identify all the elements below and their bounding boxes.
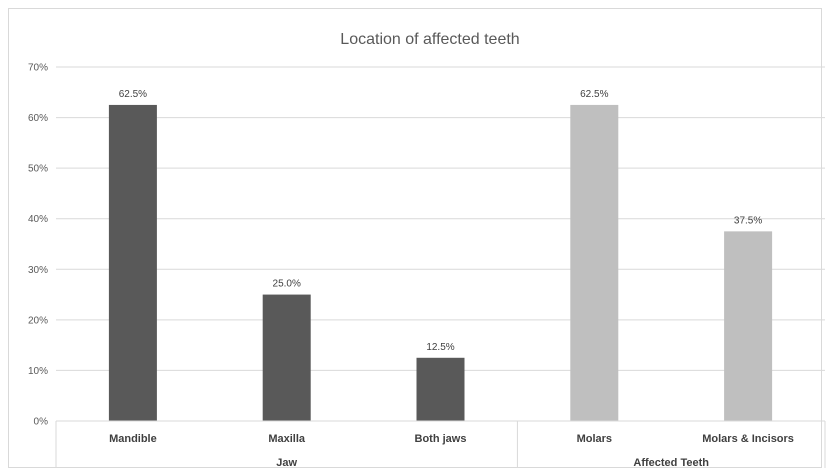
- y-tick-label: 0%: [34, 417, 49, 428]
- y-tick-label: 30%: [28, 265, 48, 276]
- y-tick-label: 20%: [28, 315, 48, 326]
- y-tick-label: 40%: [28, 214, 48, 225]
- bar: [108, 104, 157, 421]
- y-tick-label: 70%: [28, 63, 48, 74]
- x-category-label: Maxilla: [268, 433, 306, 445]
- y-tick-label: 50%: [28, 164, 48, 175]
- x-category-label: Molars: [577, 433, 612, 445]
- y-tick-label: 10%: [28, 366, 48, 377]
- data-label: 12.5%: [426, 342, 454, 353]
- x-group-label: Affected Teeth: [633, 457, 709, 469]
- chart-title: Location of affected teeth: [340, 31, 519, 48]
- x-category-label: Molars & Incisors: [702, 433, 794, 445]
- data-label: 62.5%: [580, 89, 608, 100]
- bar: [724, 231, 773, 421]
- x-group-label: Jaw: [276, 457, 297, 469]
- data-label: 62.5%: [119, 89, 147, 100]
- y-tick-label: 60%: [28, 113, 48, 124]
- x-category-label: Both jaws: [415, 433, 467, 445]
- bar: [262, 294, 311, 421]
- x-category-label: Mandible: [109, 433, 157, 445]
- bar: [416, 357, 465, 421]
- bar: [570, 104, 619, 421]
- data-label: 25.0%: [273, 279, 301, 290]
- data-label: 37.5%: [734, 215, 762, 226]
